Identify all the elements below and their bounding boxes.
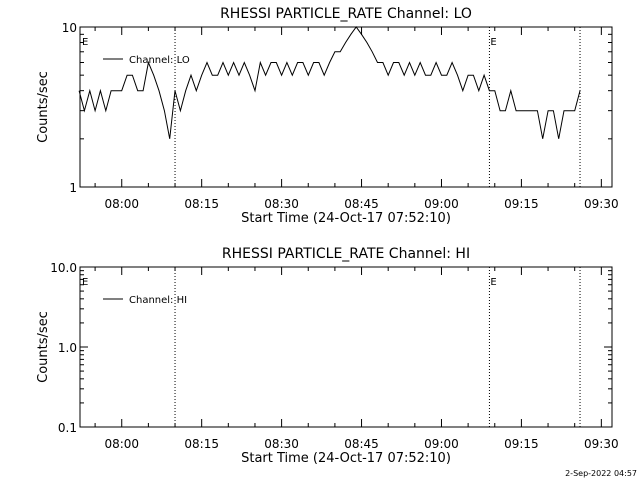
panel-1-x-tick-label: 09:15 <box>504 197 539 211</box>
panel-1-event-marker: E <box>490 37 496 48</box>
panel-2-x-tick-label: 09:00 <box>424 437 459 451</box>
panel-1-x-tick-label: 09:30 <box>584 197 619 211</box>
panel-2-y-tick-label: 10.0 <box>50 261 77 275</box>
panel-1-x-tick-label: 08:45 <box>344 197 379 211</box>
panel-2-x-tick-label: 08:45 <box>344 437 379 451</box>
panel-1-x-tick-label: 09:00 <box>424 197 459 211</box>
footer-timestamp: 2-Sep-2022 04:57 <box>565 469 637 478</box>
panel-1-y-axis-label: Counts/sec <box>36 71 51 143</box>
panel-2-x-tick-label: 08:30 <box>264 437 299 451</box>
panel-2-legend-label: Channel: HI <box>129 295 187 306</box>
panel-2-x-tick-label: 08:00 <box>104 437 139 451</box>
panel-1-plot-frame <box>79 26 613 188</box>
panel-1-x-tick-label: 08:00 <box>104 197 139 211</box>
panel-2-y-tick-label: 0.1 <box>58 421 77 435</box>
panel-2-x-tick-label: 09:15 <box>504 437 539 451</box>
panel-2-event-marker: E <box>490 277 496 288</box>
panel-2-event-marker: E <box>82 277 88 288</box>
panel-1-x-tick-label: 08:30 <box>264 197 299 211</box>
panel-2-title: RHESSI PARTICLE_RATE Channel: HI <box>222 246 470 262</box>
panel-2-y-axis-label: Counts/sec <box>36 311 51 383</box>
panel-2-x-tick-label: 08:15 <box>184 437 219 451</box>
panel-1-event-marker: E <box>82 37 88 48</box>
panel-1-series-line <box>78 26 581 139</box>
panel-1-legend-label: Channel: LO <box>129 55 190 66</box>
panel-1-y-tick-label: 10 <box>62 21 77 35</box>
panel-1-x-axis-label: Start Time (24-Oct-17 07:52:10) <box>241 211 451 226</box>
panel-1-x-tick-label: 08:15 <box>184 197 219 211</box>
panel-2-plot-frame <box>79 266 613 428</box>
panel-1-y-tick-label: 1 <box>69 181 77 195</box>
panel-1-title: RHESSI PARTICLE_RATE Channel: LO <box>220 6 472 22</box>
panel-2-x-tick-label: 09:30 <box>584 437 619 451</box>
panel-2-y-tick-label: 1.0 <box>58 341 77 355</box>
panel-2-x-axis-label: Start Time (24-Oct-17 07:52:10) <box>241 451 451 466</box>
